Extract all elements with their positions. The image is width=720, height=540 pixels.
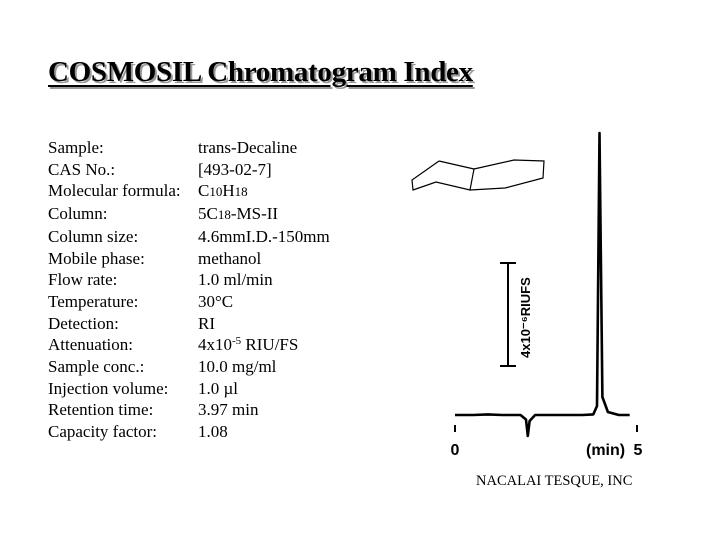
spec-row-sample-conc: Sample conc.: 10.0 mg/ml xyxy=(48,356,330,378)
spec-row-flow-rate: Flow rate: 1.0 ml/min xyxy=(48,269,330,291)
formula-c-count: 10 xyxy=(209,184,223,200)
spec-value-formula: C10H18 xyxy=(198,180,248,203)
spec-label: Injection volume: xyxy=(48,378,169,398)
spec-row-column: Column: 5C18-MS-II xyxy=(48,203,330,226)
spec-label: Molecular formula: xyxy=(48,181,181,201)
column-carbon: 18 xyxy=(217,207,231,223)
decalin-right-ring xyxy=(469,159,545,191)
spec-row-attenuation: Attenuation: 4x10-5 RIU/FS xyxy=(48,334,330,356)
spec-label: Detection: xyxy=(48,313,119,333)
spec-row-sample: Sample: trans-Decaline xyxy=(48,137,330,159)
spec-row-mobile-phase: Mobile phase: methanol xyxy=(48,248,330,270)
spec-value: 10.0 mg/ml xyxy=(198,357,277,377)
spec-label: Attenuation: xyxy=(48,335,133,355)
spec-row-capacity-factor: Capacity factor: 1.08 xyxy=(48,421,330,443)
attenuation-unit: RIU/FS xyxy=(241,335,299,355)
spec-label: Mobile phase: xyxy=(48,248,145,268)
spec-row-temperature: Temperature: 30°C xyxy=(48,291,330,313)
spec-value: 1.08 xyxy=(198,422,228,442)
formula-h: H xyxy=(222,181,235,201)
spec-value: methanol xyxy=(198,248,262,268)
x-tick-label-0: 0 xyxy=(451,442,460,459)
scale-bar xyxy=(500,262,516,367)
spec-label: Capacity factor: xyxy=(48,422,158,442)
spec-row-formula: Molecular formula: C10H18 xyxy=(48,180,330,203)
spec-value: trans-Decaline xyxy=(198,138,298,157)
x-axis-label: (min) xyxy=(586,442,625,459)
spec-label: CAS No.: xyxy=(48,159,116,179)
spec-row-injection-volume: Injection volume: 1.0 µl xyxy=(48,378,330,400)
spec-label: Flow rate: xyxy=(48,270,118,290)
spec-value-attenuation: 4x10-5 RIU/FS xyxy=(198,334,298,356)
company-footer: NACALAI TESQUE, INC xyxy=(476,473,633,489)
spec-value: 3.97 min xyxy=(198,400,259,420)
spec-value: RI xyxy=(198,313,215,333)
spec-value: [493-02-7] xyxy=(198,159,272,179)
spec-row-column-size: Column size: 4.6mmI.D.-150mm xyxy=(48,226,330,248)
spec-value-column: 5C18-MS-II xyxy=(198,203,278,226)
chromatogram-trace xyxy=(455,131,630,438)
decalin-structure xyxy=(411,159,545,191)
attenuation-base: 4x10 xyxy=(198,335,232,355)
spec-label: Column: xyxy=(48,204,108,224)
spec-row-cas: CAS No.: [493-02-7] xyxy=(48,159,330,181)
spec-label: Retention time: xyxy=(48,400,154,420)
column-suffix: -MS-II xyxy=(230,204,279,224)
spec-label: Column size: xyxy=(48,226,139,246)
spec-value: 1.0 ml/min xyxy=(198,270,273,290)
decalin-left-ring xyxy=(411,160,475,191)
x-tick-label-5: 5 xyxy=(634,442,643,459)
spec-label: Sample: xyxy=(48,138,104,157)
spec-label: Temperature: xyxy=(48,291,139,311)
spec-row-retention-time: Retention time: 3.97 min xyxy=(48,399,330,421)
spec-label: Sample conc.: xyxy=(48,357,145,377)
formula-c: C xyxy=(198,181,210,201)
formula-h-count: 18 xyxy=(234,184,248,200)
x-axis xyxy=(454,425,638,432)
spec-value: 1.0 µl xyxy=(198,378,239,398)
spec-row-detection: Detection: RI xyxy=(48,313,330,335)
attenuation-exponent: -5 xyxy=(232,335,242,348)
scale-bar-label: 4x10⁻⁶RIUFS xyxy=(518,277,533,358)
page-title: COSMOSIL Chromatogram Index xyxy=(48,56,473,88)
spec-value: 4.6mmI.D.-150mm xyxy=(198,226,330,246)
column-prefix: 5C xyxy=(198,204,218,224)
spec-value: 30°C xyxy=(198,291,234,311)
spec-table: Sample: trans-Decaline CAS No.: [493-02-… xyxy=(48,137,330,443)
